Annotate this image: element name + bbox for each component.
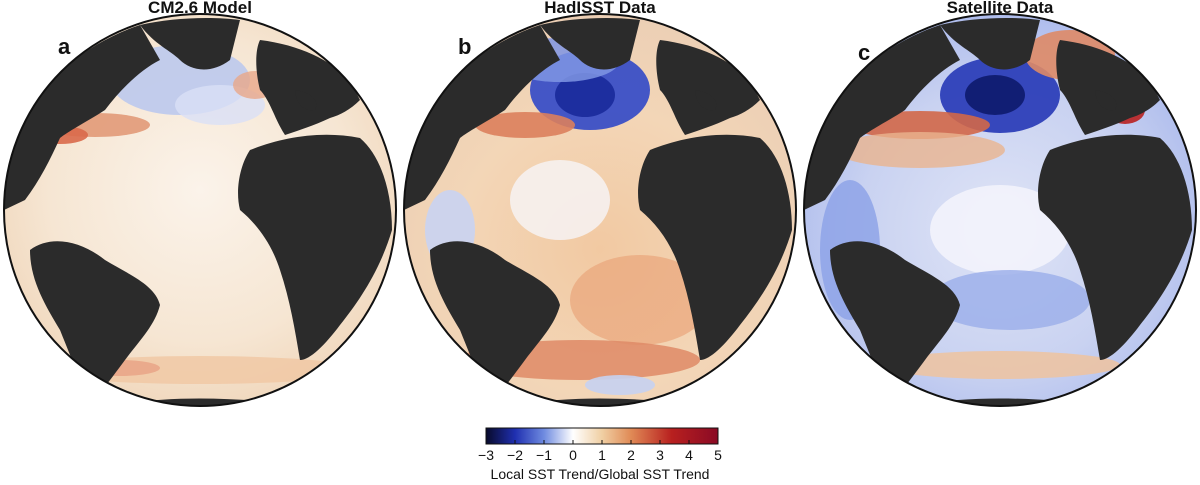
globe-cm26-model — [3, 13, 397, 407]
panel-letter-c: c — [858, 40, 871, 65]
colorbar-tick-label: 5 — [714, 447, 722, 463]
colorbar-tick-label: −3 — [478, 447, 494, 463]
globe-hadisst-data — [403, 13, 797, 407]
panel-letter-a: a — [58, 34, 71, 59]
colorbar — [485, 427, 719, 445]
panel-title-a: CM2.6 Model — [148, 0, 252, 17]
panel-title-b: HadISST Data — [544, 0, 656, 17]
panel-letter-b: b — [458, 34, 472, 59]
colorbar-tick-label: 2 — [627, 447, 635, 463]
globe-satellite-data — [803, 13, 1197, 407]
colorbar-tick-label: −2 — [507, 447, 523, 463]
colorbar-tick-label: 0 — [569, 447, 577, 463]
colorbar-tick-label: 3 — [656, 447, 664, 463]
colorbar-tick-label: −1 — [536, 447, 552, 463]
panel-title-c: Satellite Data — [946, 0, 1054, 17]
colorbar-label: Local SST Trend/Global SST Trend — [490, 466, 710, 482]
colorbar-tick-label: 1 — [598, 447, 606, 463]
colorbar-tick-label: 4 — [685, 447, 693, 463]
